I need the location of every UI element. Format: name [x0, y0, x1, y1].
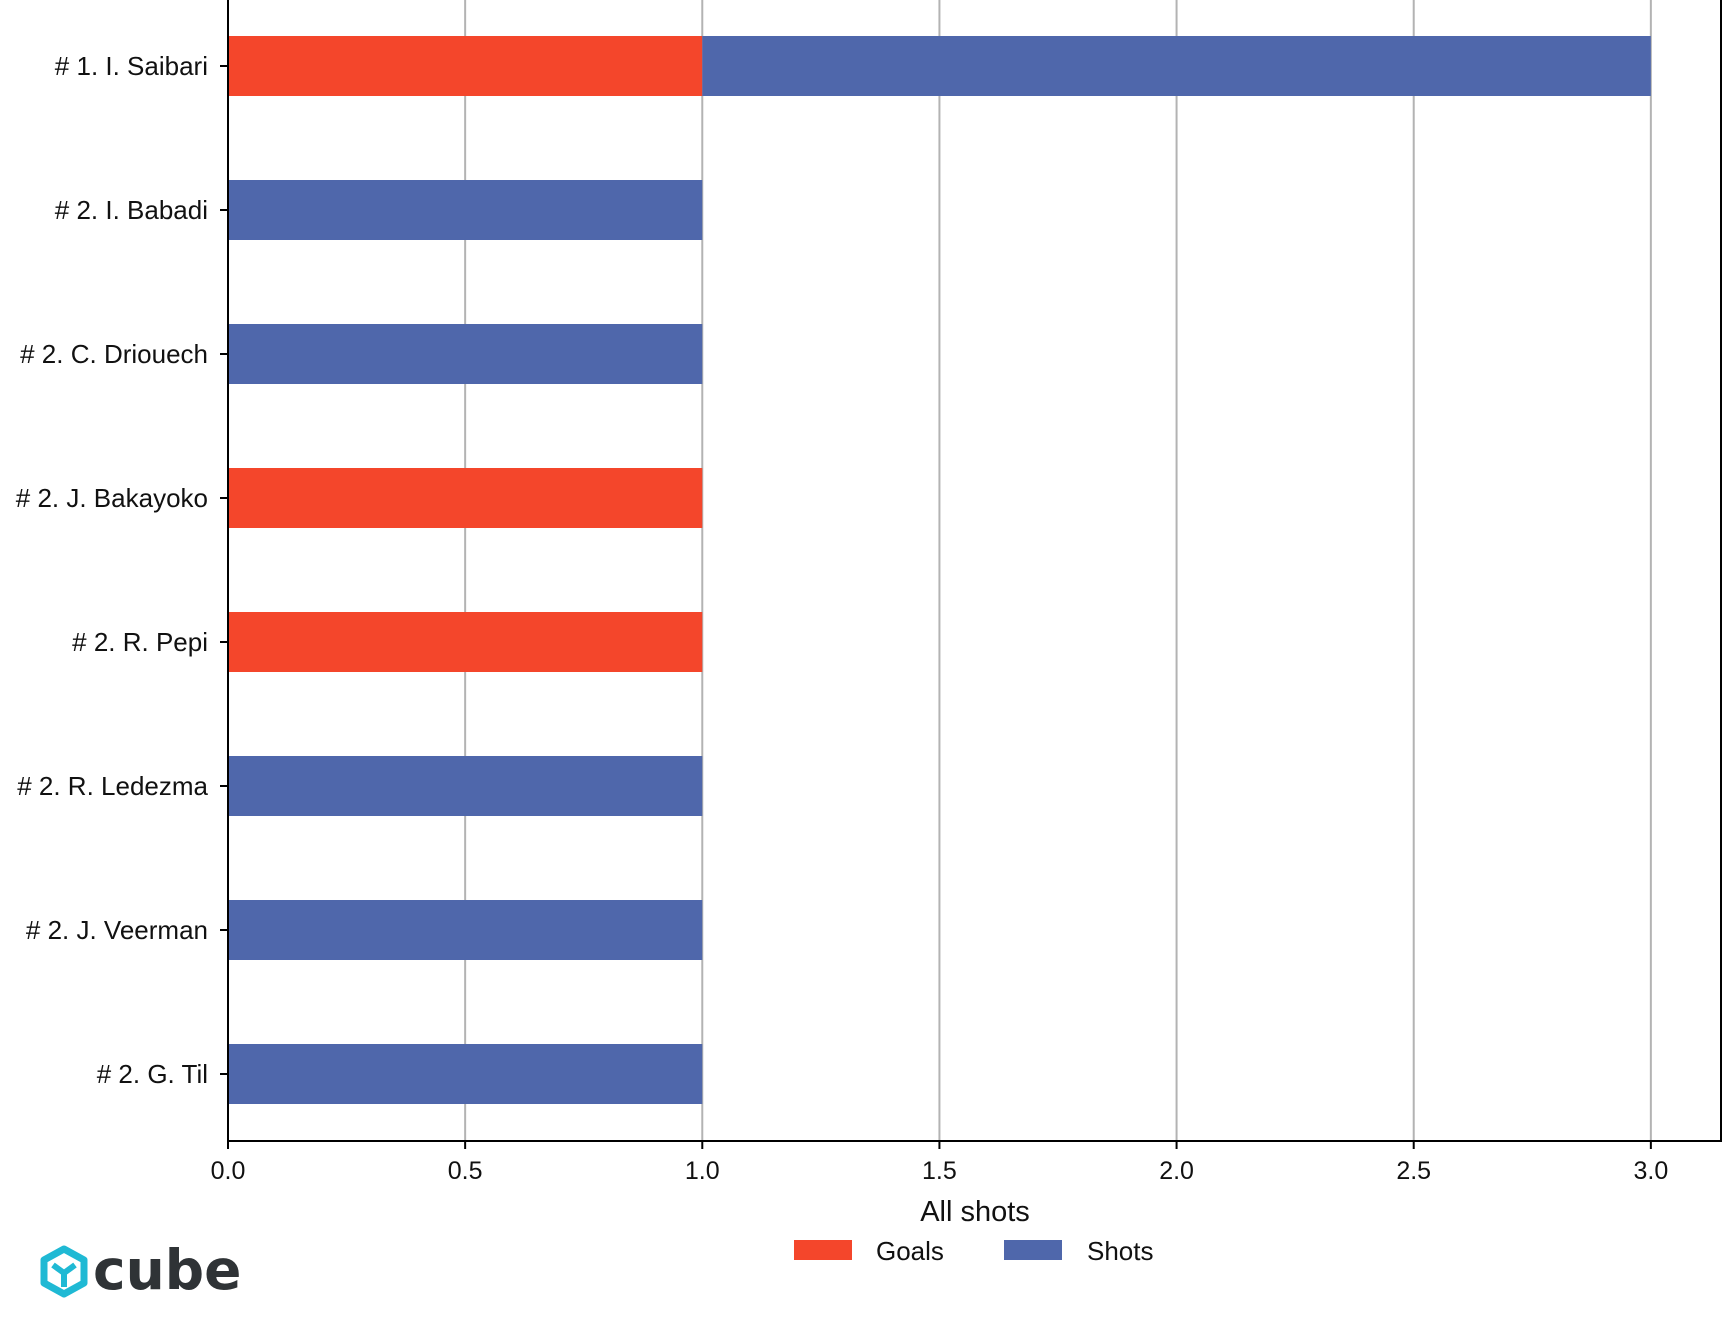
legend-label-shots: Shots — [1087, 1236, 1154, 1266]
y-tick-label: # 2. I. Babadi — [55, 195, 208, 225]
bar-goals — [228, 612, 703, 672]
x-tick-label: 3.0 — [1633, 1157, 1668, 1185]
y-tick-label: # 2. C. Driouech — [20, 339, 208, 369]
x-tick-label: 1.5 — [922, 1157, 957, 1185]
cube-logo: cube — [40, 1238, 241, 1302]
axes — [227, 0, 1722, 1142]
x-tick-label: 0.0 — [211, 1157, 246, 1185]
legend-swatch-shots — [1004, 1240, 1062, 1260]
legend: Goals Shots — [794, 1236, 1154, 1266]
y-tick-label: # 2. J. Veerman — [26, 915, 208, 945]
x-axis-title: All shots — [920, 1196, 1030, 1228]
cube-hexagon-icon — [40, 1245, 88, 1298]
y-tick-label: # 2. R. Pepi — [72, 627, 208, 657]
y-axis-ticks: # 1. I. Saibari # 2. I. Babadi # 2. C. Dri… — [16, 51, 228, 1089]
x-tick-label: 0.5 — [448, 1157, 483, 1185]
legend-label-goals: Goals — [876, 1236, 944, 1266]
x-tick-label: 1.0 — [685, 1157, 720, 1185]
y-tick-label: # 1. I. Saibari — [55, 51, 208, 81]
bar-shots — [228, 756, 703, 816]
bar-shots — [702, 36, 1651, 96]
y-tick-label: # 2. R. Ledezma — [17, 771, 208, 801]
bar-goals — [228, 468, 703, 528]
y-tick-label: # 2. J. Bakayoko — [16, 483, 208, 513]
bar-shots — [228, 1044, 703, 1104]
logo-text: cube — [93, 1238, 241, 1302]
y-tick-label: # 2. G. Til — [97, 1059, 208, 1089]
legend-swatch-goals — [794, 1240, 852, 1260]
bar-goals — [228, 36, 703, 96]
grid-lines — [464, 0, 1652, 1141]
bar-shots — [228, 900, 703, 960]
bars — [228, 36, 1651, 1104]
x-tick-label: 2.0 — [1159, 1157, 1194, 1185]
bar-shots — [228, 324, 703, 384]
x-axis-ticks: 0.0 0.5 1.0 1.5 2.0 2.5 3.0 — [211, 1141, 1668, 1185]
x-tick-label: 2.5 — [1396, 1157, 1431, 1185]
bar-shots — [228, 180, 703, 240]
